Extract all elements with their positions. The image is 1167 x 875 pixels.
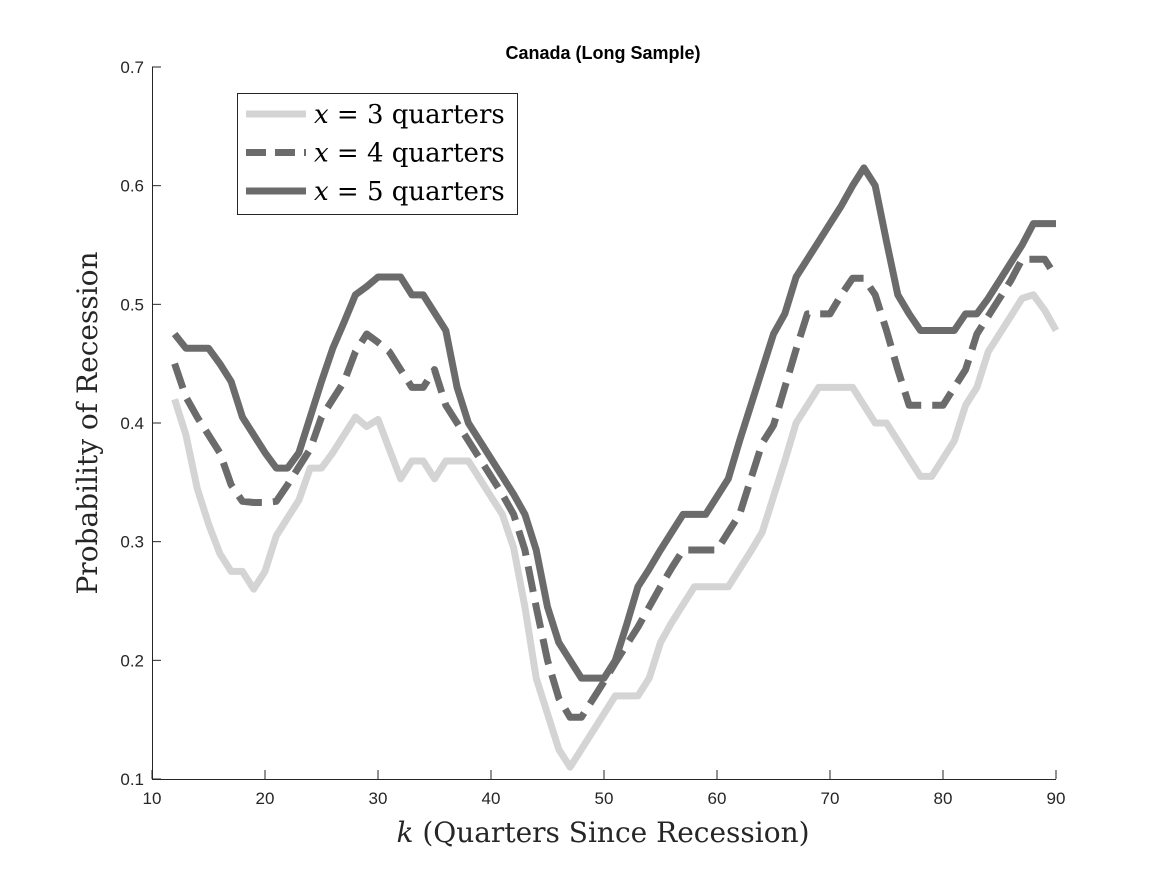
x-axis-label-text: (Quarters Since Recession) xyxy=(413,816,809,849)
y-ticks: 0.1 0.2 0.3 0.4 0.5 0.6 0.7 xyxy=(120,58,161,789)
legend-label-text: = 5 quarters xyxy=(329,177,505,207)
y-tick-label: 0.3 xyxy=(120,533,144,552)
legend-label-variable: x xyxy=(314,177,329,207)
x-axis-label: k (Quarters Since Recession) xyxy=(396,816,809,849)
x-tick-label: 20 xyxy=(256,789,275,808)
x-tick-label: 30 xyxy=(369,789,388,808)
series-line-x3 xyxy=(171,291,1060,771)
legend-label-text: = 3 quarters xyxy=(329,100,505,130)
y-tick-label: 0.7 xyxy=(120,58,144,77)
legend-label: x = 3 quarters xyxy=(314,100,505,130)
legend-label: x = 5 quarters xyxy=(314,177,505,207)
x-tick-label: 70 xyxy=(821,789,840,808)
chart-title: Canada (Long Sample) xyxy=(505,43,700,63)
plot-area xyxy=(171,164,1060,771)
legend-label-variable: x xyxy=(314,100,329,130)
y-tick-label: 0.4 xyxy=(120,414,144,433)
y-tick-label: 0.5 xyxy=(120,295,144,314)
x-axis-label-variable: k xyxy=(396,816,413,849)
x-tick-label: 60 xyxy=(708,789,727,808)
legend-label-variable: x xyxy=(314,139,329,169)
legend-label: x = 4 quarters xyxy=(314,139,505,169)
x-tick-label: 10 xyxy=(143,789,162,808)
x-tick-label: 90 xyxy=(1047,789,1066,808)
legend-label-text: = 4 quarters xyxy=(329,139,505,169)
x-tick-label: 80 xyxy=(934,789,953,808)
x-tick-label: 50 xyxy=(595,789,614,808)
y-axis-label: Probability of Recession xyxy=(71,251,104,594)
x-ticks: 10 20 30 40 50 60 70 80 90 xyxy=(143,770,1066,808)
series-line-x5 xyxy=(171,164,1056,682)
y-tick-label: 0.6 xyxy=(120,177,144,196)
y-tick-label: 0.1 xyxy=(120,770,144,789)
y-tick-label: 0.2 xyxy=(120,651,144,670)
x-tick-label: 40 xyxy=(482,789,501,808)
